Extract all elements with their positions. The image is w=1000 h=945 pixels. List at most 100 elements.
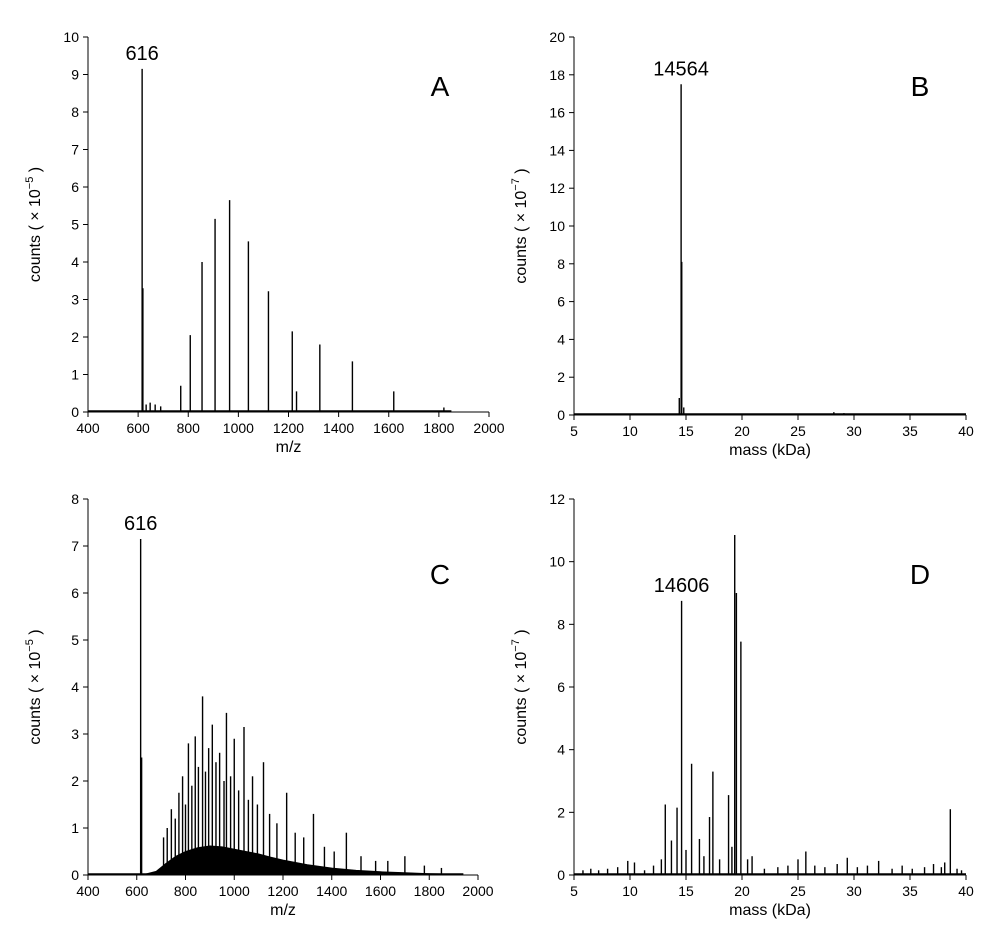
panel-c-x-tick-label: 1600: [365, 883, 396, 899]
panel-c-letter: C: [430, 559, 450, 590]
panel-d-y-tick-label: 4: [557, 742, 565, 758]
panel-d-y-tick-label: 10: [549, 554, 565, 570]
panel-c-y-tick-label: 3: [71, 726, 79, 742]
panel-a-x-tick-label: 1000: [223, 420, 254, 436]
panel-c: 0 1 2 3 4 5 6 7 8 400 600 800 1000 1200 1400 1600 1800 20…: [24, 491, 494, 919]
panel-b-x-tick-label: 25: [790, 423, 806, 439]
panel-d-y-axis-label-suffix: ): [513, 629, 530, 639]
panel-d-y-tick-label: 2: [557, 804, 565, 820]
panel-c-x-tick-label: 400: [76, 883, 100, 899]
panel-c-noise-envelope: [141, 845, 464, 876]
panel-d-y-axis-label-prefix: counts ( × 10: [513, 652, 530, 745]
panel-d-x-tick-label: 35: [902, 883, 918, 899]
panel-b-x-tick-label: 40: [958, 423, 974, 439]
panel-d-x-tick-label: 20: [734, 883, 750, 899]
panel-b-y-tick-label: 12: [549, 180, 565, 196]
panel-d-y-axis-label-exponent: −7: [510, 639, 522, 652]
panel-c-y-tick-label: 8: [71, 491, 79, 507]
panel-a-x-tick-label: 600: [126, 420, 150, 436]
panel-c-y-tick-label: 2: [71, 773, 79, 789]
panel-c-x-tick-label: 600: [125, 883, 149, 899]
panel-a-x-tick-label: 1800: [423, 420, 454, 436]
panel-a-x-axis-label: m/z: [276, 439, 302, 456]
panel-a-x-tick-label: 1200: [273, 420, 304, 436]
panel-d-peak-annotation: 14606: [654, 575, 710, 597]
panel-b-letter: B: [911, 71, 930, 102]
panel-b-y-axis-label-suffix: ): [513, 168, 530, 178]
panel-a-y-tick-label: 3: [71, 292, 79, 308]
panel-b-peak-annotation: 14564: [653, 58, 709, 80]
panel-a-y-tick-label: 0: [71, 404, 79, 420]
panel-b-y-tick-label: 14: [549, 142, 565, 158]
panel-a-y-axis-label-exponent: −5: [24, 177, 36, 190]
panel-a-y-tick-label: 8: [71, 104, 79, 120]
panel-a-y-tick-label: 6: [71, 179, 79, 195]
panel-b-y-tick-label: 16: [549, 105, 565, 121]
panel-b-x-tick-label: 35: [902, 423, 918, 439]
panel-a-x-tick-label: 800: [177, 420, 201, 436]
panel-c-y-axis-label-exponent: −5: [24, 639, 36, 652]
panel-a-y-tick-label: 4: [71, 254, 79, 270]
panel-a-y-tick-label: 1: [71, 367, 79, 383]
panel-c-y-tick-label: 7: [71, 538, 79, 554]
panel-d-letter: D: [910, 559, 930, 590]
panel-c-x-axis-label: m/z: [270, 902, 296, 919]
panel-d-x-tick-label: 5: [570, 883, 578, 899]
panel-a-x-tick-label: 400: [76, 420, 100, 436]
panel-d-y-tick-label: 0: [557, 867, 565, 883]
panel-a-letter: A: [431, 71, 450, 102]
panel-b-y-tick-label: 18: [549, 67, 565, 83]
panel-c-peak-annotation: 616: [124, 513, 157, 535]
panel-b-x-axis-label: mass (kDa): [729, 442, 811, 459]
panel-c-y-axis-label: counts ( × 10−5 ): [24, 629, 44, 744]
panel-b-y-tick-label: 0: [557, 407, 565, 423]
panel-c-x-tick-label: 800: [174, 883, 198, 899]
panel-b-y-tick-label: 10: [549, 218, 565, 234]
panel-a-y-axis-label-prefix: counts ( × 10: [27, 189, 44, 282]
panel-d-y-tick-label: 6: [557, 679, 565, 695]
panel-d: 0 2 4 6 8 10 12 5 10 15 20 25 30 35 40 mass (kDa) counts…: [510, 491, 974, 919]
panel-b-y-tick-label: 2: [557, 369, 565, 385]
panel-c-y-tick-label: 4: [71, 679, 79, 695]
panel-a-y-axis-label-suffix: ): [27, 167, 44, 177]
panel-b-x-tick-label: 20: [734, 423, 750, 439]
panel-d-x-tick-label: 25: [790, 883, 806, 899]
panel-d-x-axis-label: mass (kDa): [729, 902, 811, 919]
panel-d-y-tick-label: 8: [557, 616, 565, 632]
panel-d-y-axis-label: counts ( × 10−7 ): [510, 629, 530, 744]
panel-b-x-tick-label: 15: [678, 423, 694, 439]
panel-d-x-tick-label: 15: [678, 883, 694, 899]
panel-d-x-tick-label: 40: [958, 883, 974, 899]
panel-b-y-axis-label-prefix: counts ( × 10: [513, 191, 530, 284]
panel-a: 0 1 2 3 4 5 6 7 8 9 10 400 600 800 1000 1200 1400 1600 180…: [24, 29, 505, 456]
panel-c-x-tick-label: 2000: [462, 883, 493, 899]
panel-d-y-tick-label: 12: [549, 491, 565, 507]
panel-b-y-axis-label-exponent: −7: [510, 178, 522, 191]
panel-a-y-axis-label: counts ( × 10−5 ): [24, 167, 44, 282]
panel-d-x-tick-label: 30: [846, 883, 862, 899]
panel-c-y-axis-label-suffix: ): [27, 629, 44, 639]
panel-b-y-tick-label: 8: [557, 256, 565, 272]
panel-b-y-tick-label: 4: [557, 331, 565, 347]
panel-c-x-tick-label: 1800: [414, 883, 445, 899]
panel-a-y-tick-label: 7: [71, 142, 79, 158]
panel-c-y-axis-label-prefix: counts ( × 10: [27, 652, 44, 745]
panel-c-x-tick-label: 1000: [219, 883, 250, 899]
panel-c-y-tick-label: 5: [71, 632, 79, 648]
panel-b-x-tick-label: 5: [570, 423, 578, 439]
panel-a-peak-annotation: 616: [125, 43, 158, 65]
panel-b: 0 2 4 6 8 10 12 14 16 18 20 5 10 15 20 25 30 35 40 mass (kD…: [510, 29, 974, 459]
panel-a-y-tick-label: 10: [63, 29, 79, 45]
panel-b-x-tick-label: 30: [846, 423, 862, 439]
panel-b-y-axis-label: counts ( × 10−7 ): [510, 168, 530, 283]
panel-a-x-tick-label: 2000: [473, 420, 504, 436]
panel-a-x-tick-label: 1400: [323, 420, 354, 436]
panel-c-x-tick-label: 1400: [316, 883, 347, 899]
panel-c-x-tick-label: 1200: [267, 883, 298, 899]
panel-a-y-tick-label: 5: [71, 217, 79, 233]
panel-a-x-tick-label: 1600: [373, 420, 404, 436]
panel-c-y-tick-label: 1: [71, 820, 79, 836]
panel-b-y-tick-label: 6: [557, 294, 565, 310]
panel-a-y-tick-label: 2: [71, 329, 79, 345]
